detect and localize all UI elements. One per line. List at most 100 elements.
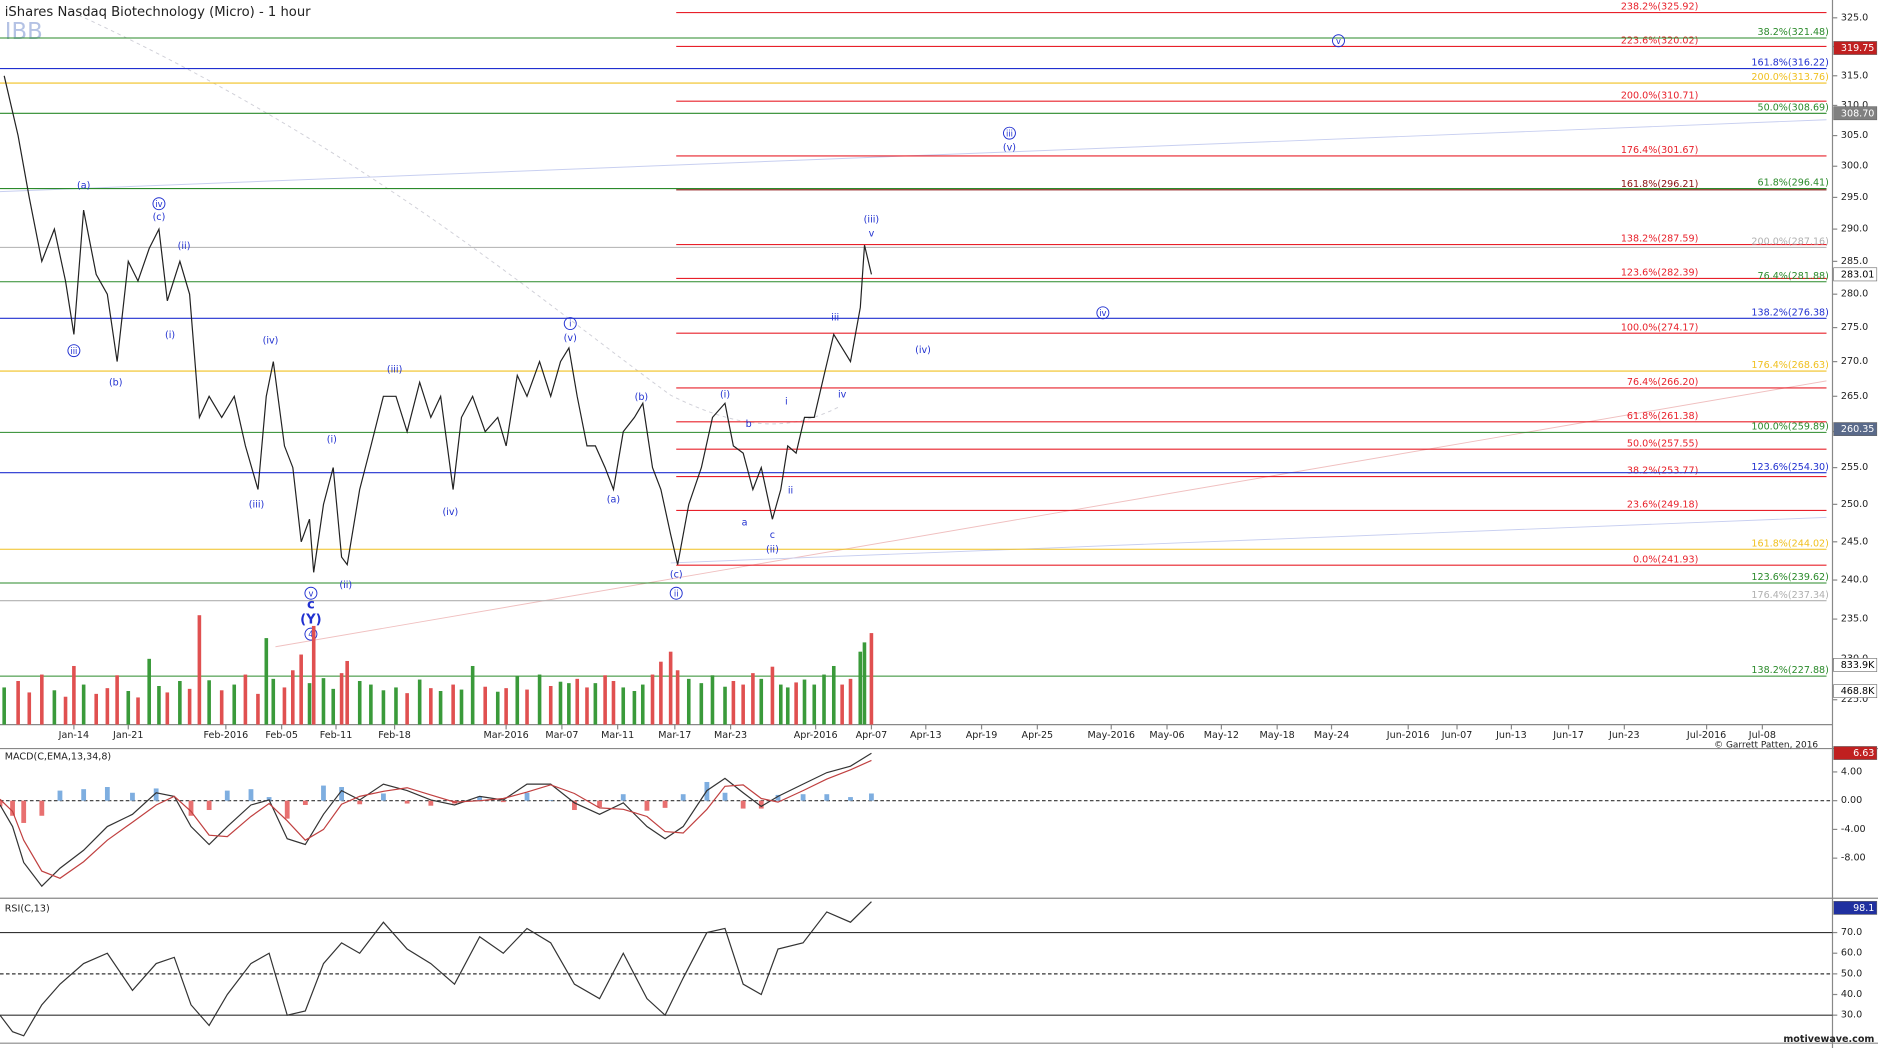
histogram-bar [548, 799, 554, 801]
price-tag-label: 308.70 [1841, 108, 1875, 119]
x-tick-label: Apr-19 [966, 730, 998, 741]
histogram-bar [597, 800, 602, 808]
volume-bar [72, 665, 76, 725]
volume-bar [94, 693, 99, 725]
volume-bar [710, 675, 715, 725]
volume-bar [741, 684, 745, 725]
volume-bar [650, 674, 655, 725]
volume-bar [459, 689, 464, 725]
fib-level-label: 138.2%(287.59) [1621, 234, 1699, 245]
histogram-bar [644, 800, 650, 811]
histogram-bar [10, 800, 15, 816]
x-tick-label: May-2016 [1088, 730, 1135, 741]
histogram-bar [381, 793, 386, 801]
wave-label: iii [70, 346, 77, 356]
volume-bar [207, 680, 211, 725]
fib-level-label: 161.8%(316.22) [1751, 58, 1829, 69]
wave-circle [67, 344, 81, 358]
volume-bar [858, 651, 863, 725]
volume-bar [699, 683, 704, 725]
y-tick-label: 30.0 [1841, 1010, 1862, 1021]
price-tag-label: 833.9K [1841, 660, 1875, 671]
histogram-bar [758, 800, 764, 809]
histogram-bar [869, 793, 874, 801]
histogram-bar [153, 788, 159, 801]
histogram-bar [848, 797, 853, 801]
wave-label: iv [1099, 308, 1106, 318]
price-tag-label: 6.63 [1853, 748, 1874, 759]
histogram-bar [662, 800, 668, 808]
fib-level-label: 176.4%(268.63) [1751, 360, 1829, 371]
histogram-bar [357, 800, 363, 805]
y-tick-label: 295.0 [1841, 192, 1868, 203]
volume-bar [751, 673, 755, 725]
volume-bar [187, 688, 192, 725]
volume-bar [778, 684, 783, 725]
macd-line [0, 752, 872, 888]
price-tag-label: 283.01 [1841, 269, 1875, 280]
histogram-bar [130, 792, 135, 801]
fib-level-label: 123.6%(239.62) [1751, 572, 1829, 583]
volume-bar [567, 683, 571, 725]
price-tag-label: 98.1 [1853, 903, 1874, 914]
fib-level-label: 61.8%(296.41) [1757, 178, 1828, 189]
price-tag-label: 468.8K [1841, 686, 1875, 697]
x-tick-label: Feb-05 [265, 730, 298, 741]
volume-bar [357, 680, 362, 725]
wave-label: (v) [564, 333, 577, 344]
wave-label: (i) [720, 389, 730, 400]
y-tick-label: 310.0 [1841, 100, 1868, 111]
wave-circle [152, 197, 166, 211]
volume-bar [668, 651, 673, 725]
volume-bar [470, 665, 475, 725]
volume-bar [438, 691, 443, 725]
wave-label: (c) [670, 570, 683, 581]
volume-bar [869, 633, 874, 725]
volume-bar [451, 684, 455, 725]
x-tick-label: Jun-23 [1608, 730, 1640, 741]
x-tick-label: Mar-07 [545, 730, 578, 741]
volume-bar [369, 684, 373, 725]
y-tick-label: -8.00 [1841, 853, 1866, 864]
fib-level-label: 138.2%(227.88) [1751, 665, 1829, 676]
x-tick-label: Jun-13 [1495, 730, 1527, 741]
x-tick-label: Apr-07 [856, 730, 888, 741]
wave-label: v [308, 588, 313, 598]
wave-label: (c) [153, 212, 166, 223]
volume-bar [232, 684, 237, 725]
histogram-bar [266, 797, 272, 801]
copyright: © Garrett Patten, 2016 [1714, 740, 1818, 750]
volume-bar [115, 675, 119, 725]
y-tick-label: 315.0 [1841, 70, 1868, 81]
x-tick-label: Apr-2016 [794, 730, 838, 741]
price-tag [1833, 900, 1878, 915]
wave-label: v [869, 229, 875, 240]
histogram-bar [339, 787, 344, 801]
volume-bar [157, 686, 161, 725]
source: motivewave.com [1783, 1034, 1874, 1045]
volume-bar [802, 679, 807, 725]
x-tick-label: Feb-18 [378, 730, 411, 741]
trend-line [670, 516, 1827, 564]
x-tick-label: Jan-21 [112, 730, 143, 741]
fib-level-label: 176.4%(301.67) [1621, 145, 1699, 156]
histogram-bar [39, 800, 45, 816]
fib-level-label: 23.6%(249.18) [1627, 500, 1698, 511]
y-tick-label: 225.0 [1841, 694, 1868, 705]
volume-bar [165, 692, 170, 725]
volume-bar [178, 680, 182, 725]
fib-level-label: 223.6%(320.02) [1621, 36, 1699, 47]
histogram-bar [188, 800, 194, 816]
volume-bar [394, 687, 398, 725]
fib-level-label: 238.2%(325.92) [1621, 2, 1699, 13]
wave-label: b [746, 419, 752, 430]
price-tag [1833, 106, 1878, 121]
volume-bar [659, 661, 663, 725]
volume-bar [147, 658, 151, 725]
price-tag [1833, 746, 1878, 760]
price-tag [1833, 422, 1878, 437]
histogram-bar [800, 794, 806, 801]
x-tick-label: Apr-13 [910, 730, 942, 741]
fib-level-label: 161.8%(296.21) [1621, 179, 1699, 190]
